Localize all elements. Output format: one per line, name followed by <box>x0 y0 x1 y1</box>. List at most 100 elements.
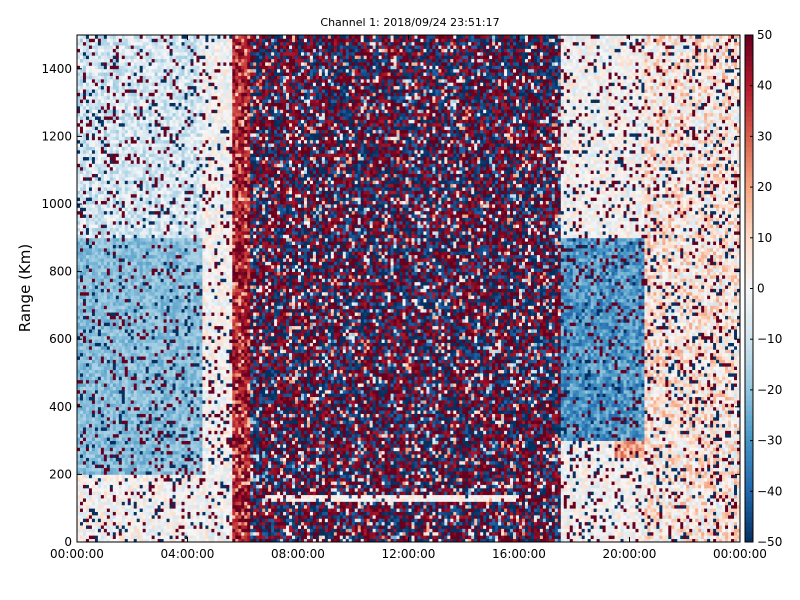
heat-cell <box>164 160 167 164</box>
heat-cell <box>143 76 146 80</box>
heat-cell <box>149 424 152 428</box>
heat-cell <box>119 461 122 465</box>
heat-cell <box>134 481 137 485</box>
heat-cell <box>83 224 86 228</box>
heat-cell <box>104 49 107 53</box>
heat-cell <box>143 299 146 303</box>
heat-cell <box>119 163 122 167</box>
heat-cell <box>86 525 89 529</box>
heat-cell <box>104 133 107 137</box>
heat-cell <box>140 45 143 49</box>
heat-cell <box>113 299 116 303</box>
heat-cell <box>128 444 131 448</box>
heat-cell <box>95 52 98 56</box>
heat-cell <box>104 76 107 80</box>
heat-cell <box>137 518 140 522</box>
heat-cell <box>155 481 158 485</box>
heat-cell <box>152 180 155 184</box>
heat-cell <box>92 207 95 211</box>
heat-cell <box>134 245 137 249</box>
heat-cell <box>146 76 149 80</box>
heat-cell <box>161 454 164 458</box>
heat-cell <box>140 397 143 401</box>
heat-cell <box>113 434 116 438</box>
heat-cell <box>116 218 119 222</box>
heat-cell <box>131 255 134 259</box>
heat-cell <box>110 278 113 282</box>
heat-cell <box>77 397 80 401</box>
heat-cell <box>77 393 80 397</box>
heat-cell <box>125 221 128 225</box>
heat-cell <box>101 82 104 86</box>
heat-cell <box>89 245 92 249</box>
heat-cell <box>83 120 86 124</box>
heat-cell <box>155 45 158 49</box>
heat-cell <box>164 387 167 391</box>
heat-cell <box>92 261 95 265</box>
heat-cell <box>140 289 143 293</box>
heat-cell <box>161 309 164 313</box>
heat-cell <box>77 231 80 235</box>
heat-cell <box>173 410 176 414</box>
heat-cell <box>95 302 98 306</box>
heat-cell <box>95 55 98 59</box>
heat-cell <box>104 258 107 262</box>
heat-cell <box>152 113 155 117</box>
heat-cell <box>149 478 152 482</box>
heat-cell <box>113 400 116 404</box>
heat-cell <box>110 194 113 198</box>
heat-cell <box>152 522 155 526</box>
heat-cell <box>164 99 167 103</box>
heat-cell <box>155 525 158 529</box>
heat-cell <box>107 349 110 353</box>
heat-cell <box>125 305 128 309</box>
heat-cell <box>110 55 113 59</box>
heat-cell <box>107 221 110 225</box>
heat-cell <box>98 184 101 188</box>
heat-cell <box>158 302 161 306</box>
heat-cell <box>128 528 131 532</box>
heat-cell <box>137 38 140 42</box>
heat-cell <box>137 106 140 110</box>
heat-cell <box>110 451 113 455</box>
heat-cell <box>137 143 140 147</box>
heat-cell <box>140 241 143 245</box>
heat-cell <box>113 420 116 424</box>
heat-cell <box>119 444 122 448</box>
heat-cell <box>113 255 116 259</box>
heat-cell <box>146 444 149 448</box>
heat-cell <box>173 268 176 272</box>
heat-cell <box>131 474 134 478</box>
heat-cell <box>86 190 89 194</box>
heat-cell <box>86 234 89 238</box>
heat-cell <box>119 485 122 489</box>
heat-cell <box>77 346 80 350</box>
heat-cell <box>98 45 101 49</box>
heat-cell <box>92 116 95 120</box>
heat-cell <box>167 157 170 161</box>
heat-cell <box>128 275 131 279</box>
heat-cell <box>164 312 167 316</box>
heat-cell <box>92 136 95 140</box>
heat-cell <box>128 184 131 188</box>
heat-cell <box>86 69 89 73</box>
heat-cell <box>98 403 101 407</box>
heat-cell <box>107 69 110 73</box>
heat-cell <box>125 160 128 164</box>
heat-cell <box>119 420 122 424</box>
heat-cell <box>164 424 167 428</box>
heat-cell <box>122 451 125 455</box>
heat-cell <box>98 387 101 391</box>
heat-cell <box>140 420 143 424</box>
heat-cell <box>173 359 176 363</box>
heat-cell <box>107 52 110 56</box>
heat-cell <box>158 241 161 245</box>
heat-cell <box>137 474 140 478</box>
heat-cell <box>95 234 98 238</box>
heat-cell <box>140 204 143 208</box>
heat-cell <box>101 174 104 178</box>
heat-cell <box>110 228 113 232</box>
heat-cell <box>104 359 107 363</box>
heat-cell <box>152 376 155 380</box>
heat-cell <box>170 525 173 529</box>
